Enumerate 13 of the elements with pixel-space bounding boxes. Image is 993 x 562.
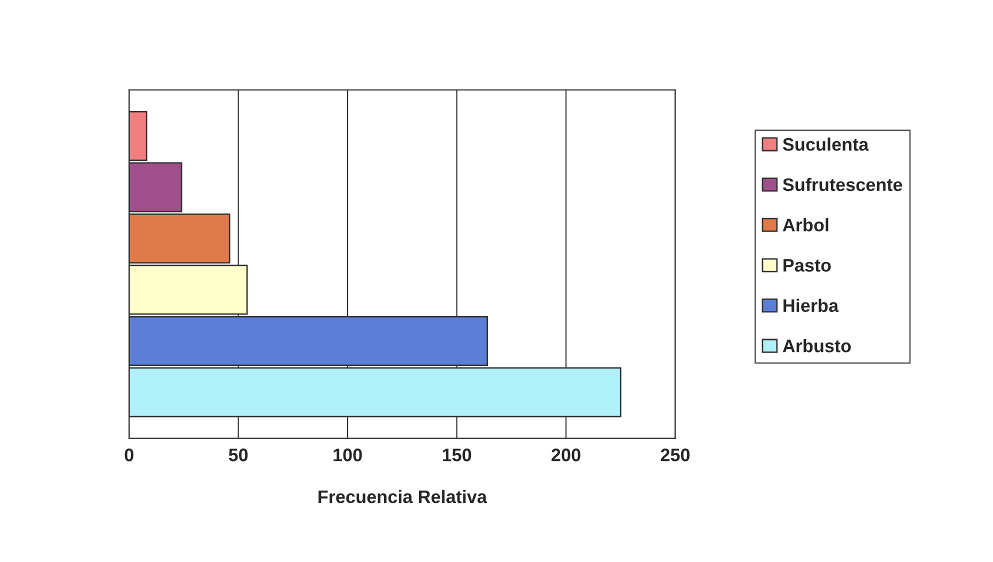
x-tick-label: 100 (334, 448, 362, 462)
legend-label: Arbol (782, 218, 828, 232)
legend-label: Sufrutescente (782, 178, 902, 192)
legend-label: Pasto (784, 259, 831, 272)
x-tick-label: 0 (124, 448, 134, 462)
x-tick-label: 200 (552, 448, 580, 462)
legend-label: Arbusto (782, 339, 851, 352)
x-axis-title: Frecuencia Relativa (318, 490, 488, 504)
x-tick-label: 50 (228, 448, 248, 462)
legend-label: Hierba (784, 298, 839, 312)
x-tick-label: 150 (442, 448, 472, 462)
legend-label: Suculenta (782, 138, 869, 151)
x-tick-label: 250 (660, 448, 690, 462)
